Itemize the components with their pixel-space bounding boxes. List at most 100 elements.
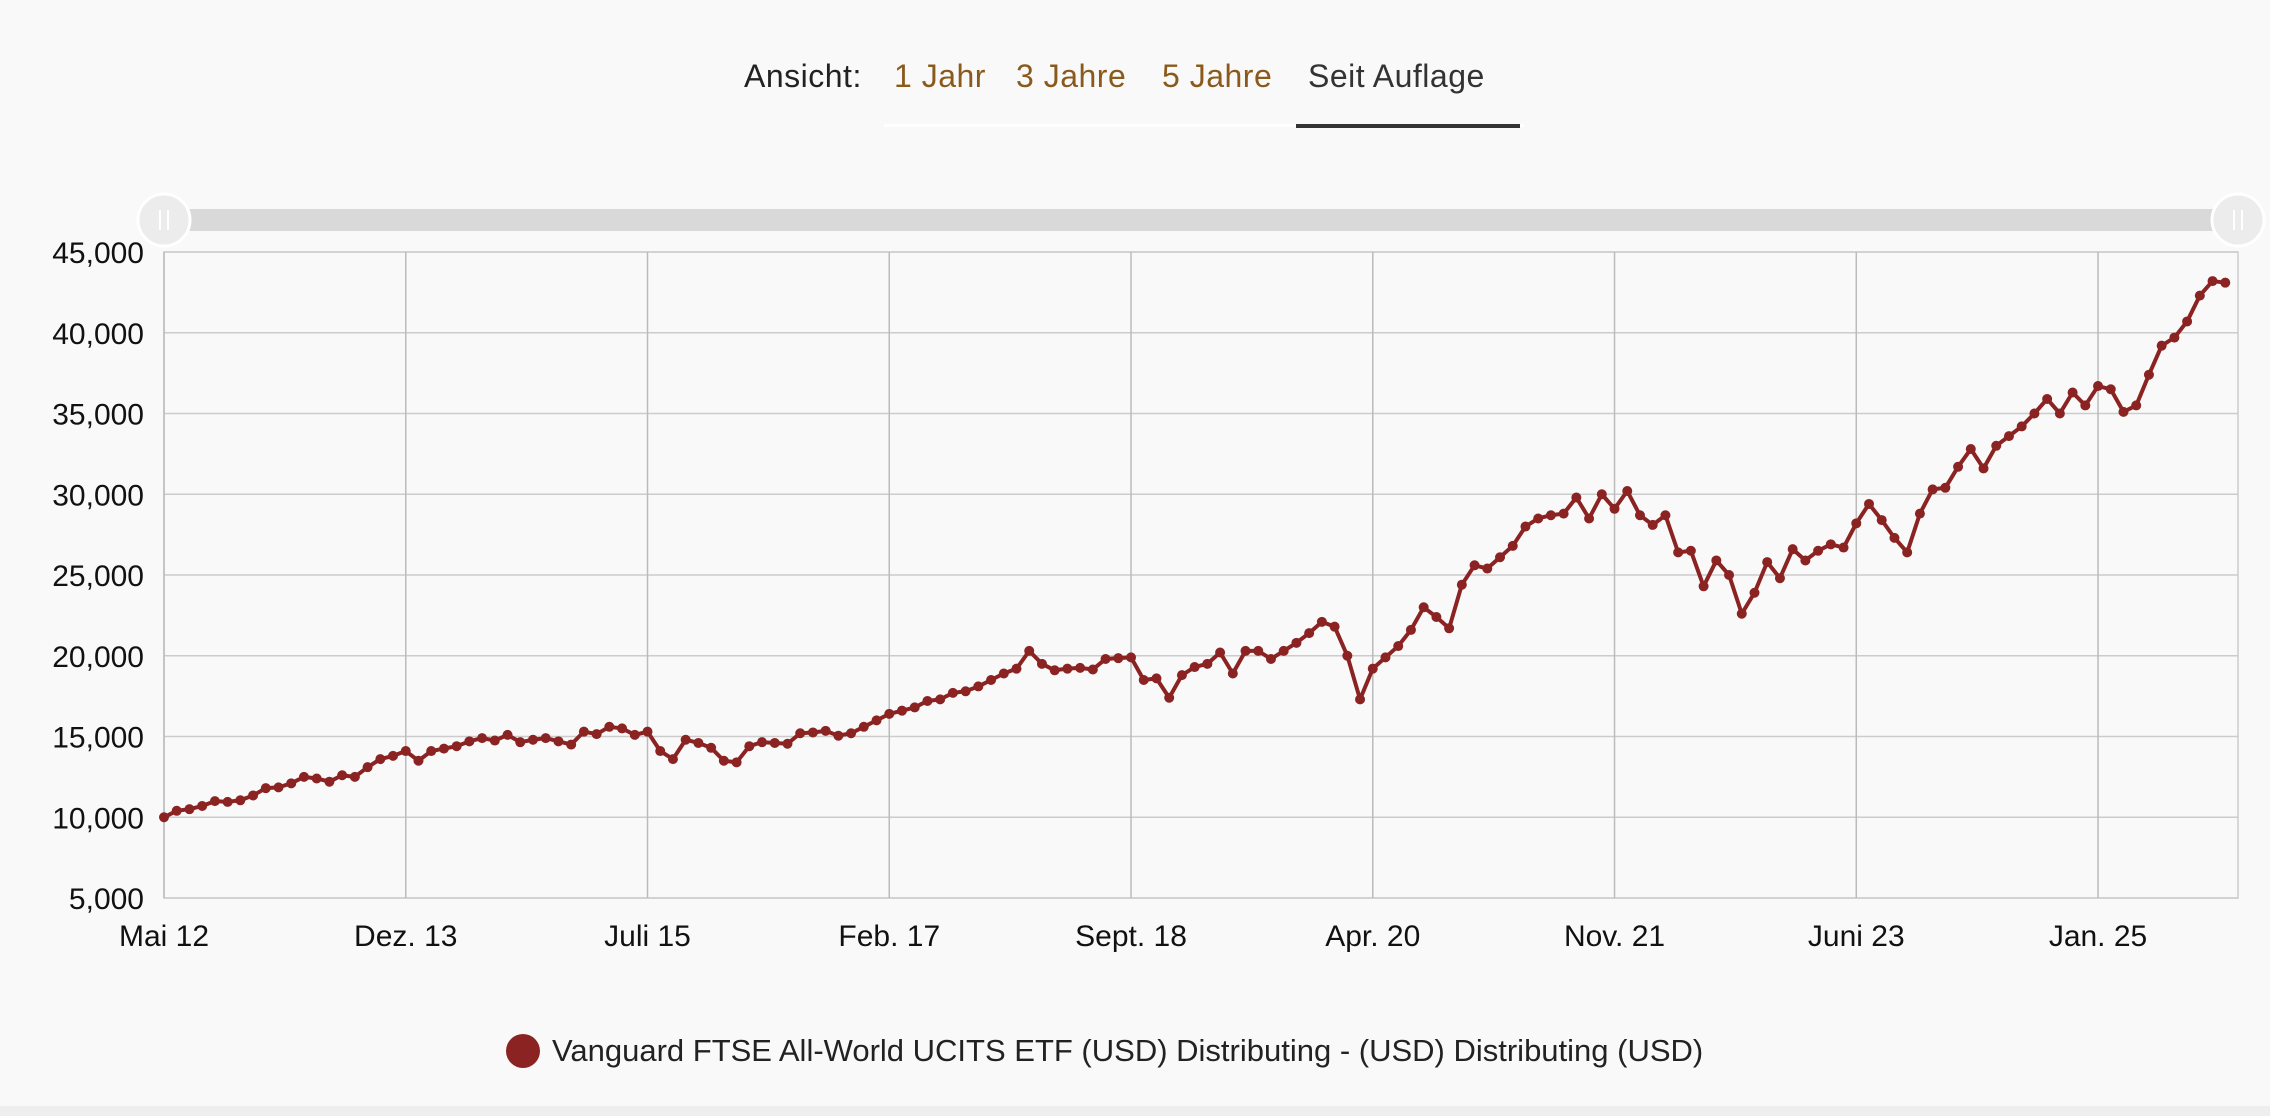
data-point (1456, 579, 1467, 590)
data-point (400, 746, 411, 757)
data-point (184, 804, 195, 815)
data-point (515, 737, 526, 748)
data-point (2105, 384, 2116, 395)
data-point (1507, 540, 1518, 551)
slider-handle-right[interactable] (2210, 192, 2266, 248)
data-point (858, 721, 869, 732)
data-point (1520, 521, 1531, 532)
tab-seit-auflage[interactable]: Seit Auflage (1308, 58, 1485, 94)
data-point (502, 729, 513, 740)
data-point (693, 737, 704, 748)
data-point (1978, 463, 1989, 474)
data-point (1762, 557, 1773, 568)
data-point (349, 771, 360, 782)
data-point (680, 734, 691, 745)
data-point (1647, 519, 1658, 530)
data-point (1405, 624, 1416, 635)
tab-3-jahre[interactable]: 3 Jahre (1016, 58, 1127, 94)
x-tick-label: Mai 12 (119, 920, 209, 953)
data-point (769, 737, 780, 748)
data-point (2016, 421, 2027, 432)
data-point (311, 773, 322, 784)
data-point (1851, 518, 1862, 529)
data-point (1825, 539, 1836, 550)
data-point (1100, 653, 1111, 664)
data-point (1342, 650, 1353, 661)
legend[interactable]: Vanguard FTSE All-World UCITS ETF (USD) … (506, 1030, 1703, 1072)
data-point (2029, 408, 2040, 419)
data-point (1634, 510, 1645, 521)
grid (163, 251, 2239, 899)
data-point (604, 721, 615, 732)
data-point (1036, 658, 1047, 669)
data-point (2194, 290, 2205, 301)
data-point (1838, 542, 1849, 553)
data-point (1049, 665, 1060, 676)
slider-track (164, 209, 2238, 231)
data-point (1482, 563, 1493, 574)
data-point (235, 795, 246, 806)
data-point (1291, 637, 1302, 648)
axes: 5,000 10,000 15,000 20,000 25,000 30,000 35,00… (52, 237, 2147, 953)
data-point (922, 695, 933, 706)
slider-handle-left[interactable] (136, 192, 192, 248)
data-point (1138, 674, 1149, 685)
tab-underline (884, 124, 1524, 127)
data-point (1813, 545, 1824, 556)
data-point (1075, 662, 1086, 673)
view-label: Ansicht: (744, 58, 862, 94)
data-point (1622, 486, 1633, 497)
tab-5-jahre[interactable]: 5 Jahre (1162, 58, 1273, 94)
data-point (1736, 608, 1747, 619)
data-point (846, 728, 857, 739)
view-selector: Ansicht: 1 Jahr 3 Jahre 5 Jahre Seit Auf… (0, 52, 2270, 132)
data-point (2220, 277, 2231, 288)
data-point (884, 708, 895, 719)
data-point (2067, 387, 2078, 398)
data-point (2003, 431, 2014, 442)
data-point (1367, 663, 1378, 674)
x-tick-label: Jan. 25 (2049, 920, 2147, 953)
data-point (1685, 545, 1696, 556)
data-point (591, 729, 602, 740)
y-tick-label: 30,000 (52, 479, 144, 512)
data-point (2182, 316, 2193, 327)
data-point (909, 702, 920, 713)
range-slider[interactable] (136, 192, 2266, 248)
data-point (667, 754, 678, 765)
data-point (527, 734, 538, 745)
x-tick-label: Sept. 18 (1075, 920, 1187, 953)
data-point (1749, 587, 1760, 598)
data-point (273, 782, 284, 793)
y-tick-label: 20,000 (52, 641, 144, 674)
data-point (1355, 694, 1366, 705)
data-point (935, 694, 946, 705)
data-point (1927, 484, 1938, 495)
data-point (375, 754, 386, 765)
x-tick-label: Feb. 17 (838, 920, 940, 953)
data-point (1711, 555, 1722, 566)
data-point (1774, 573, 1785, 584)
data-point (1889, 532, 1900, 543)
data-point (1673, 547, 1684, 558)
y-tick-label: 45,000 (52, 237, 144, 270)
data-point (2054, 408, 2065, 419)
data-point (1940, 482, 1951, 493)
data-point (260, 783, 271, 794)
data-point (197, 800, 208, 811)
data-point (413, 755, 424, 766)
data-point (2156, 340, 2167, 351)
data-point (1864, 498, 1875, 509)
data-point (2118, 406, 2129, 417)
tab-1-jahr[interactable]: 1 Jahr (894, 58, 986, 94)
data-point (1011, 663, 1022, 674)
data-point (2042, 393, 2053, 404)
legend-marker (506, 1034, 540, 1068)
data-point (1202, 658, 1213, 669)
data-point (1329, 621, 1340, 632)
data-point (782, 738, 793, 749)
data-point (578, 726, 589, 737)
data-point (464, 736, 475, 747)
data-point (171, 805, 182, 816)
data-point (947, 687, 958, 698)
